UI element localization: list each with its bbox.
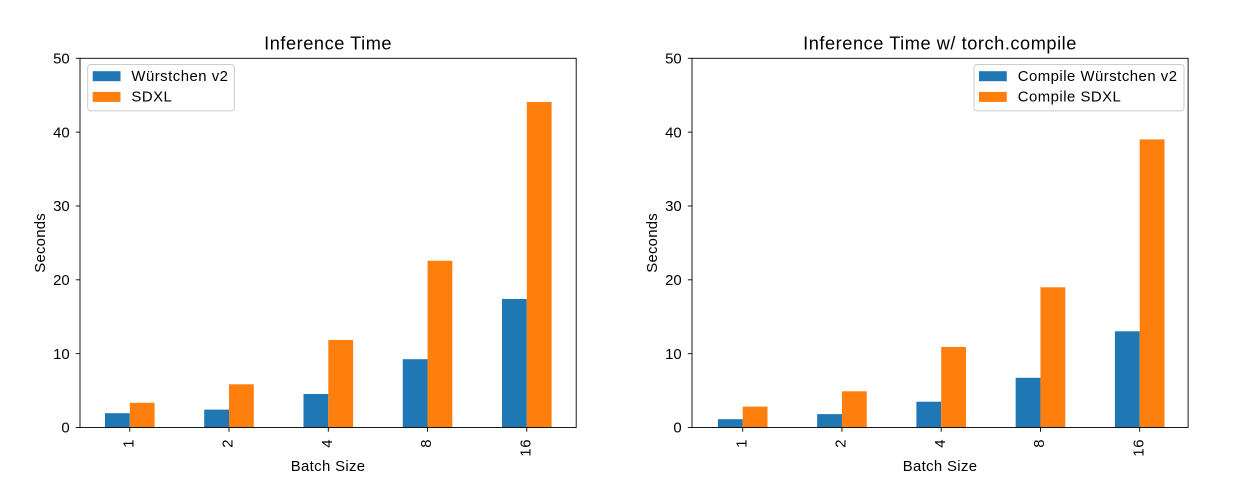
svg-text:2: 2 <box>221 439 237 448</box>
svg-text:Seconds: Seconds <box>645 213 661 273</box>
svg-text:8: 8 <box>1032 439 1048 448</box>
svg-text:Batch Size: Batch Size <box>903 459 978 475</box>
svg-text:0: 0 <box>673 421 681 437</box>
svg-text:30: 30 <box>665 199 682 215</box>
svg-text:Inference Time: Inference Time <box>264 33 392 53</box>
svg-text:Würstchen v2: Würstchen v2 <box>131 69 228 85</box>
svg-text:50: 50 <box>665 52 682 68</box>
svg-text:Compile Würstchen v2: Compile Würstchen v2 <box>1018 69 1178 85</box>
svg-text:50: 50 <box>53 52 70 68</box>
svg-text:Seconds: Seconds <box>33 213 49 273</box>
svg-text:2: 2 <box>834 439 850 448</box>
svg-text:0: 0 <box>61 421 69 437</box>
svg-text:16: 16 <box>1131 439 1147 457</box>
svg-text:4: 4 <box>933 439 949 448</box>
svg-text:8: 8 <box>419 439 435 448</box>
svg-text:SDXL: SDXL <box>131 90 172 106</box>
svg-text:Compile SDXL: Compile SDXL <box>1018 90 1122 106</box>
svg-text:4: 4 <box>320 439 336 448</box>
svg-text:20: 20 <box>53 273 70 289</box>
svg-text:1: 1 <box>121 439 137 448</box>
svg-text:1: 1 <box>734 439 750 448</box>
svg-text:40: 40 <box>53 125 70 141</box>
svg-text:10: 10 <box>665 347 682 363</box>
svg-text:Inference Time w/ torch.compil: Inference Time w/ torch.compile <box>803 33 1077 53</box>
svg-text:30: 30 <box>53 199 70 215</box>
svg-text:16: 16 <box>518 439 534 457</box>
svg-text:40: 40 <box>665 125 682 141</box>
svg-text:10: 10 <box>53 347 70 363</box>
svg-text:20: 20 <box>665 273 682 289</box>
svg-text:Batch Size: Batch Size <box>291 459 366 475</box>
